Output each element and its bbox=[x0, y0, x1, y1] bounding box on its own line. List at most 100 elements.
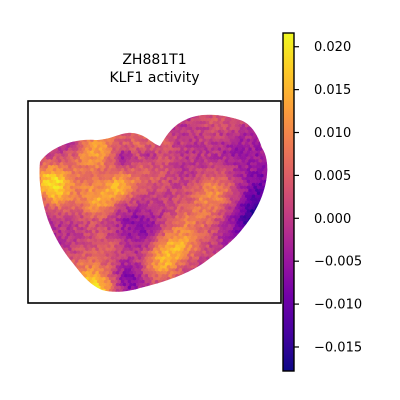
spot bbox=[192, 220, 197, 225]
spot bbox=[79, 285, 84, 290]
spot bbox=[56, 215, 61, 219]
spot bbox=[93, 120, 98, 125]
spot bbox=[168, 167, 173, 172]
spot bbox=[200, 141, 205, 146]
spot bbox=[183, 147, 188, 152]
spot bbox=[232, 250, 237, 255]
spot bbox=[185, 291, 190, 292]
spot bbox=[108, 235, 113, 240]
spot bbox=[151, 144, 156, 149]
spot bbox=[69, 285, 74, 290]
spot bbox=[219, 226, 224, 231]
spot bbox=[238, 235, 242, 240]
spot bbox=[215, 138, 220, 143]
spot bbox=[68, 135, 72, 140]
spot bbox=[107, 197, 112, 202]
spot bbox=[69, 167, 74, 172]
spot bbox=[248, 153, 253, 158]
spot bbox=[168, 138, 173, 143]
spot bbox=[107, 156, 112, 161]
spot bbox=[210, 153, 215, 158]
spot bbox=[153, 188, 157, 193]
spot bbox=[45, 197, 50, 202]
spot bbox=[45, 167, 50, 172]
spot bbox=[95, 276, 100, 281]
spot bbox=[54, 176, 59, 181]
spot bbox=[108, 188, 113, 193]
spot bbox=[193, 206, 198, 211]
spot bbox=[232, 256, 237, 261]
spot bbox=[183, 123, 188, 128]
spot bbox=[142, 200, 147, 205]
spot bbox=[98, 218, 103, 222]
spot bbox=[52, 256, 57, 261]
spot bbox=[136, 114, 140, 116]
spot bbox=[136, 117, 140, 122]
spot bbox=[260, 179, 265, 184]
spot bbox=[244, 235, 249, 240]
spot bbox=[269, 259, 273, 263]
spot bbox=[224, 147, 229, 152]
spot bbox=[119, 259, 123, 264]
spot bbox=[238, 188, 242, 193]
spot bbox=[39, 191, 40, 196]
spot bbox=[95, 114, 100, 116]
spot bbox=[125, 218, 130, 222]
spot bbox=[96, 203, 101, 208]
spot bbox=[214, 200, 219, 205]
spot bbox=[103, 268, 108, 272]
spot bbox=[112, 212, 117, 217]
spot bbox=[120, 220, 125, 225]
spot bbox=[130, 262, 135, 267]
spot bbox=[56, 197, 61, 202]
spot bbox=[149, 194, 154, 199]
spot bbox=[170, 188, 174, 193]
spot bbox=[74, 176, 79, 181]
spot bbox=[59, 268, 64, 272]
spot bbox=[261, 135, 266, 140]
spot bbox=[78, 271, 83, 275]
spot bbox=[127, 262, 132, 267]
spot bbox=[151, 268, 156, 272]
spot bbox=[185, 138, 190, 143]
spot bbox=[266, 220, 268, 225]
spot bbox=[269, 271, 273, 275]
spot bbox=[79, 244, 84, 249]
spot bbox=[258, 135, 263, 140]
spot bbox=[164, 273, 169, 278]
spot bbox=[251, 282, 256, 287]
spot bbox=[100, 285, 105, 290]
spot bbox=[166, 235, 171, 240]
spot bbox=[85, 241, 89, 246]
spot bbox=[137, 273, 142, 278]
spot bbox=[243, 268, 248, 272]
spot bbox=[195, 167, 200, 172]
spot bbox=[51, 117, 55, 122]
spot bbox=[221, 194, 225, 199]
spot bbox=[105, 276, 110, 281]
spot bbox=[163, 188, 168, 193]
spot bbox=[170, 229, 174, 234]
spot bbox=[119, 235, 123, 240]
spot bbox=[127, 156, 132, 161]
spot bbox=[168, 203, 173, 208]
spot bbox=[88, 117, 93, 122]
spot bbox=[192, 279, 197, 284]
spot bbox=[205, 232, 210, 237]
spot bbox=[185, 232, 190, 237]
spot bbox=[81, 223, 86, 228]
spot bbox=[93, 220, 98, 225]
spot bbox=[61, 235, 66, 240]
spot bbox=[98, 182, 103, 187]
spot bbox=[261, 223, 266, 228]
spot bbox=[141, 114, 146, 119]
spot bbox=[249, 144, 254, 149]
spot bbox=[154, 250, 159, 255]
spot bbox=[173, 253, 178, 258]
spot bbox=[185, 120, 190, 125]
spot bbox=[178, 191, 183, 196]
spot bbox=[210, 194, 215, 199]
spot bbox=[124, 167, 129, 172]
spot bbox=[71, 123, 76, 128]
spot bbox=[227, 259, 232, 264]
